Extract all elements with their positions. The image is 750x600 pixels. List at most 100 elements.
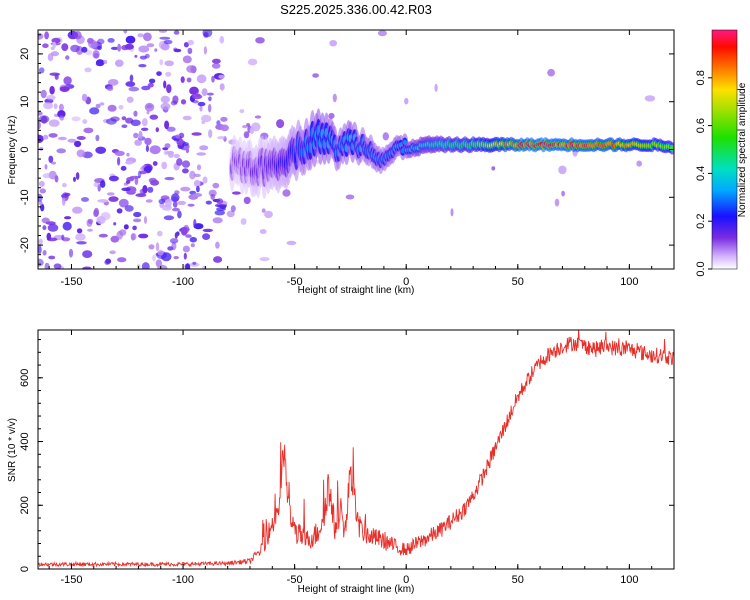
noise-blob: [159, 36, 171, 40]
noise-blob: [53, 263, 62, 269]
noise-blob: [134, 139, 142, 146]
noise-blob: [93, 182, 100, 188]
noise-blob: [133, 132, 139, 139]
y-tick-label: -10: [19, 189, 31, 205]
noise-blob: [109, 250, 116, 255]
noise-blob: [276, 119, 285, 129]
noise-blob: [193, 218, 197, 228]
noise-blob: [95, 146, 107, 154]
noise-blob: [48, 155, 54, 163]
noise-blob: [192, 193, 203, 197]
noise-blob: [382, 132, 389, 141]
spectrogram-noise: [38, 30, 656, 269]
noise-blob: [213, 256, 223, 263]
noise-blob: [192, 94, 203, 100]
y-tick-label: 10: [19, 96, 31, 108]
noise-blob: [189, 170, 196, 180]
noise-blob: [202, 176, 208, 184]
noise-blob: [183, 252, 187, 260]
y-tick-label: 0: [19, 566, 31, 572]
noise-blob: [175, 134, 180, 139]
noise-blob: [38, 111, 43, 116]
noise-blob: [491, 166, 496, 171]
x-tick-label: 100: [620, 574, 638, 586]
noise-blob: [84, 67, 92, 73]
noise-blob: [106, 192, 115, 196]
y-tick-label: 20: [19, 48, 31, 60]
noise-blob: [211, 63, 221, 69]
noise-blob: [158, 30, 168, 33]
noise-blob: [169, 238, 179, 244]
noise-blob: [180, 186, 191, 192]
noise-blob: [138, 130, 143, 140]
noise-blob: [57, 110, 66, 118]
noise-blob: [202, 228, 213, 233]
y-tick-label: 0: [19, 146, 31, 152]
noise-blob: [636, 160, 642, 167]
noise-blob: [182, 245, 190, 253]
noise-blob: [312, 73, 319, 78]
noise-blob: [38, 67, 45, 74]
noise-blob: [191, 132, 202, 136]
noise-blob: [264, 210, 273, 219]
noise-blob: [189, 236, 197, 243]
noise-blob: [125, 35, 136, 44]
noise-blob: [152, 254, 156, 262]
noise-blob: [121, 124, 128, 128]
noise-blob: [38, 238, 43, 245]
noise-blob: [130, 233, 137, 241]
noise-blob: [47, 53, 54, 62]
noise-blob: [59, 115, 65, 121]
colorbar-label: Normalized spectral amplitude: [737, 82, 748, 217]
noise-blob: [141, 85, 151, 91]
noise-blob: [137, 33, 144, 38]
noise-blob: [39, 200, 43, 206]
noise-blob: [114, 150, 125, 156]
noise-blob: [62, 221, 72, 231]
noise-blob: [185, 147, 189, 154]
noise-blob: [129, 74, 134, 82]
noise-blob: [160, 95, 170, 104]
x-tick-label: 50: [512, 574, 524, 586]
noise-blob: [126, 152, 130, 157]
noise-blob: [240, 218, 247, 225]
noise-blob: [192, 261, 197, 265]
noise-blob: [53, 103, 58, 110]
snr-line: [38, 330, 674, 568]
noise-blob: [133, 110, 138, 117]
noise-blob: [117, 43, 121, 52]
noise-blob: [160, 102, 171, 110]
noise-blob: [166, 84, 172, 94]
noise-blob: [46, 232, 52, 241]
y-tick-label: 200: [19, 496, 31, 514]
noise-blob: [125, 180, 131, 184]
noise-blob: [124, 205, 134, 212]
noise-blob: [106, 86, 114, 91]
noise-blob: [38, 121, 41, 130]
noise-blob: [199, 105, 203, 112]
noise-blob: [87, 37, 94, 44]
noise-blob: [103, 59, 108, 65]
spectrogram-ridge: [228, 108, 674, 199]
noise-blob: [63, 76, 72, 85]
noise-blob: [345, 194, 355, 200]
noise-blob: [125, 81, 136, 87]
noise-blob: [150, 179, 160, 186]
noise-blob: [180, 99, 187, 105]
noise-blob: [148, 78, 156, 84]
noise-blob: [108, 175, 119, 182]
noise-blob: [133, 218, 142, 223]
spectrogram-x-ticks: -150 -100 -50 0 50 100: [48, 30, 675, 288]
noise-blob: [199, 145, 209, 151]
noise-blob: [93, 207, 99, 217]
noise-blob: [152, 161, 158, 166]
noise-blob: [108, 196, 119, 202]
noise-blob: [121, 187, 131, 192]
noise-blob: [185, 234, 192, 238]
noise-blob: [154, 48, 158, 52]
noise-blob: [85, 49, 93, 56]
noise-blob: [145, 144, 149, 153]
noise-blob: [121, 116, 127, 121]
spectrogram-y-label: Frequency (Hz): [7, 116, 18, 185]
noise-blob: [282, 189, 291, 197]
